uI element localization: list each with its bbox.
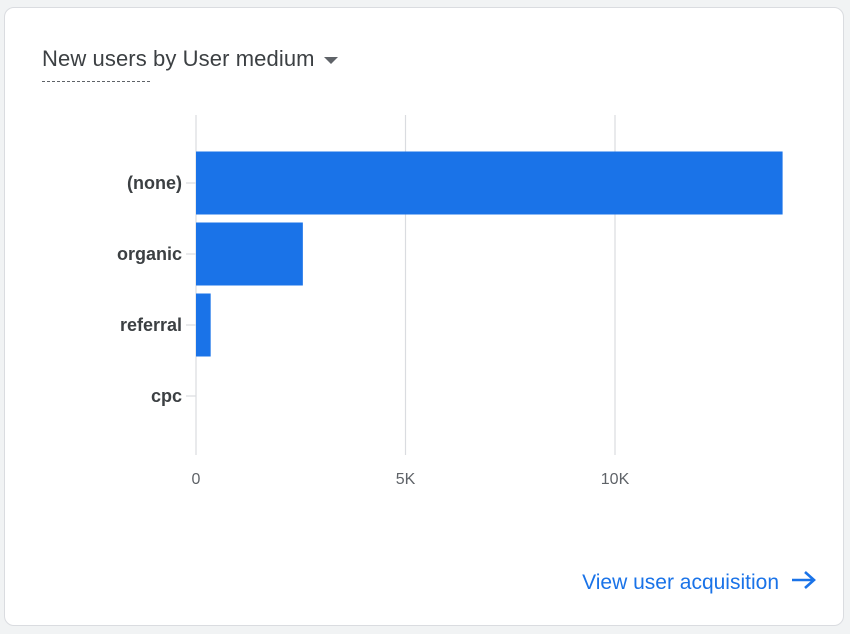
metric-dropdown[interactable]: New users by User medium [42, 46, 338, 82]
link-label: View user acquisition [582, 571, 779, 594]
card-title: New users by User medium [42, 46, 315, 71]
title-dashed-underline [42, 81, 150, 82]
category-label: referral [120, 315, 182, 335]
x-tick-label: 10K [601, 471, 630, 488]
category-label: cpc [151, 386, 182, 406]
bar [196, 222, 303, 286]
caret-down-icon [323, 56, 338, 64]
arrow-right-icon [791, 570, 817, 596]
x-tick-label: 0 [192, 471, 201, 488]
view-user-acquisition-link[interactable]: View user acquisition [582, 570, 817, 596]
chart-card: New users by User medium View user acqui… [4, 7, 844, 626]
x-tick-label: 5K [396, 471, 416, 488]
bar [196, 293, 211, 357]
category-label: (none) [127, 173, 182, 193]
category-label: organic [117, 244, 182, 264]
bar [196, 151, 783, 215]
